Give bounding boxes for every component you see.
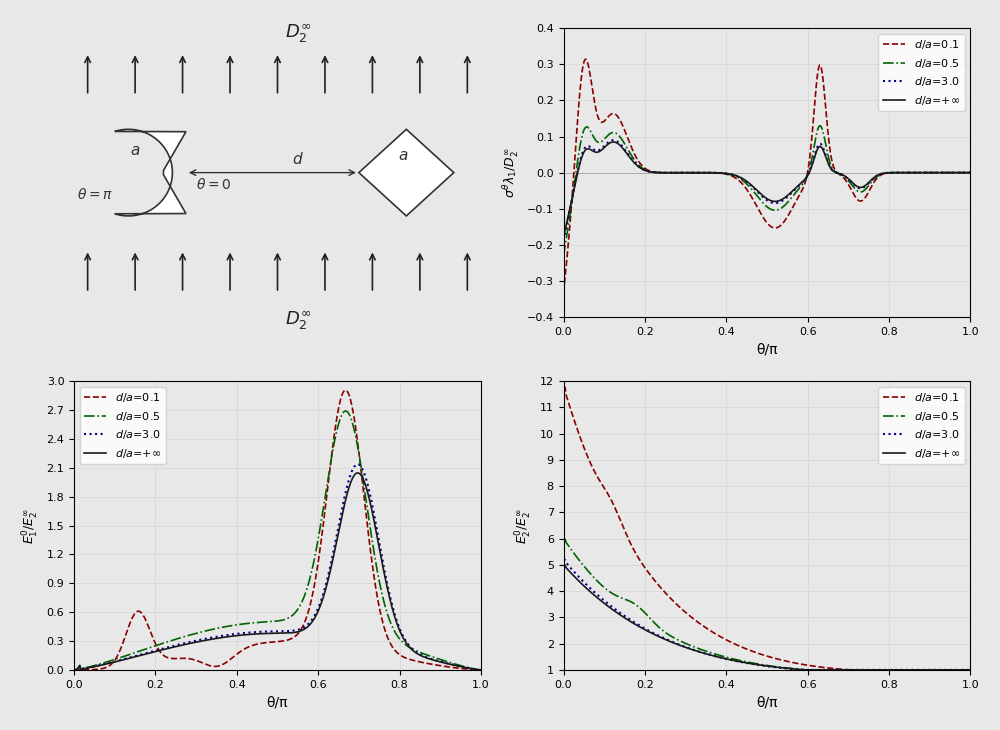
Polygon shape [359,129,454,216]
Text: $\theta=\pi$: $\theta=\pi$ [77,187,114,202]
Text: $a$: $a$ [398,148,408,164]
Text: $D_2^\infty$: $D_2^\infty$ [285,23,311,45]
Polygon shape [115,129,186,216]
Legend: $d/a$=0.1, $d/a$=0.5, $d/a$=3.0, $d/a$=+$\infty$: $d/a$=0.1, $d/a$=0.5, $d/a$=3.0, $d/a$=+… [878,34,965,112]
Y-axis label: $\sigma^\theta\lambda_1/D_2^\infty$: $\sigma^\theta\lambda_1/D_2^\infty$ [502,147,521,198]
Text: $D_2^\infty$: $D_2^\infty$ [285,310,311,332]
Text: $a$: $a$ [130,144,140,158]
Legend: $d/a$=0.1, $d/a$=0.5, $d/a$=3.0, $d/a$=+$\infty$: $d/a$=0.1, $d/a$=0.5, $d/a$=3.0, $d/a$=+… [878,387,965,464]
Text: $d$: $d$ [292,151,304,167]
X-axis label: θ/π: θ/π [756,695,778,709]
X-axis label: θ/π: θ/π [267,695,288,709]
Y-axis label: $E_2^0/E_2^\infty$: $E_2^0/E_2^\infty$ [514,507,534,544]
Legend: $d/a$=0.1, $d/a$=0.5, $d/a$=3.0, $d/a$=+$\infty$: $d/a$=0.1, $d/a$=0.5, $d/a$=3.0, $d/a$=+… [80,387,166,464]
Text: $\theta=0$: $\theta=0$ [196,177,231,193]
X-axis label: θ/π: θ/π [756,342,778,356]
Y-axis label: $E_1^0/E_2^\infty$: $E_1^0/E_2^\infty$ [21,507,41,544]
